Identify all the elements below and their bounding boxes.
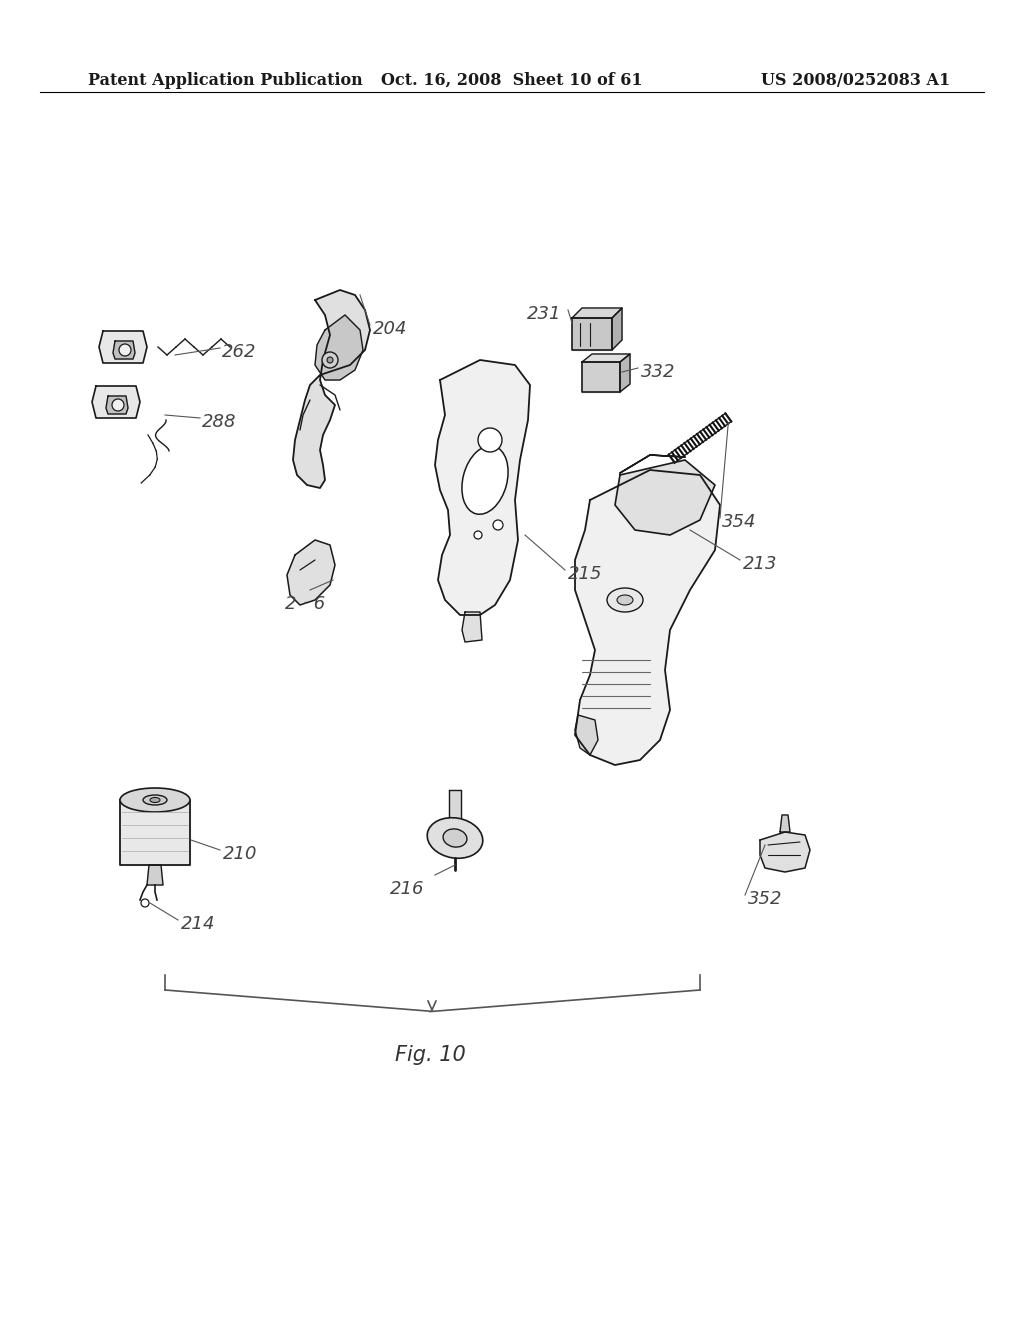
Ellipse shape <box>112 399 124 411</box>
Ellipse shape <box>322 352 338 368</box>
Text: 213: 213 <box>743 554 777 573</box>
Text: US 2008/0252083 A1: US 2008/0252083 A1 <box>761 73 950 88</box>
Polygon shape <box>780 814 790 832</box>
Ellipse shape <box>617 595 633 605</box>
Text: Patent Application Publication: Patent Application Publication <box>88 73 362 88</box>
Polygon shape <box>582 362 620 392</box>
Ellipse shape <box>143 795 167 805</box>
Text: 210: 210 <box>223 845 257 863</box>
Polygon shape <box>620 354 630 392</box>
Ellipse shape <box>327 356 333 363</box>
Polygon shape <box>92 385 140 418</box>
Polygon shape <box>572 308 622 318</box>
Polygon shape <box>113 341 135 359</box>
Text: 215: 215 <box>568 565 602 583</box>
Text: 204: 204 <box>373 319 408 338</box>
Text: 332: 332 <box>641 363 676 381</box>
Polygon shape <box>106 396 128 414</box>
Ellipse shape <box>493 520 503 531</box>
Ellipse shape <box>119 345 131 356</box>
Polygon shape <box>287 540 335 605</box>
Polygon shape <box>615 459 715 535</box>
Text: 262: 262 <box>222 343 256 360</box>
Text: Oct. 16, 2008  Sheet 10 of 61: Oct. 16, 2008 Sheet 10 of 61 <box>381 73 643 88</box>
Polygon shape <box>575 715 598 755</box>
Polygon shape <box>435 360 530 615</box>
Text: 2 · 6: 2 · 6 <box>285 595 326 612</box>
Ellipse shape <box>150 797 160 803</box>
Ellipse shape <box>120 788 190 812</box>
Ellipse shape <box>607 587 643 612</box>
Ellipse shape <box>427 817 482 858</box>
Polygon shape <box>449 789 461 820</box>
Text: 354: 354 <box>722 513 757 531</box>
Text: 231: 231 <box>527 305 561 323</box>
Text: 288: 288 <box>202 413 237 432</box>
Polygon shape <box>620 455 685 473</box>
Polygon shape <box>99 331 147 363</box>
Polygon shape <box>612 308 622 350</box>
Text: 214: 214 <box>181 915 215 933</box>
Polygon shape <box>315 315 362 380</box>
Ellipse shape <box>474 531 482 539</box>
Text: 352: 352 <box>748 890 782 908</box>
Polygon shape <box>575 470 720 766</box>
Polygon shape <box>120 800 190 865</box>
Polygon shape <box>293 290 370 488</box>
Text: Fig. 10: Fig. 10 <box>394 1045 465 1065</box>
Polygon shape <box>572 318 612 350</box>
Polygon shape <box>760 832 810 873</box>
Text: 216: 216 <box>390 880 425 898</box>
Ellipse shape <box>478 428 502 451</box>
Polygon shape <box>462 612 482 642</box>
Polygon shape <box>582 354 630 362</box>
Ellipse shape <box>462 446 508 515</box>
Polygon shape <box>147 865 163 884</box>
Ellipse shape <box>443 829 467 847</box>
